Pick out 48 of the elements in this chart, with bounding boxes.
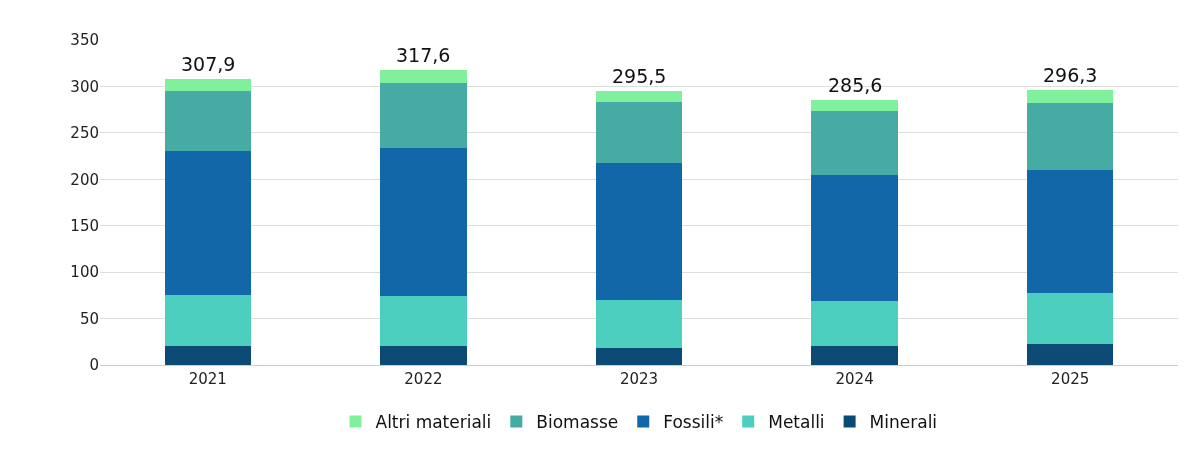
total-label: 296,3 <box>1043 64 1098 86</box>
bar <box>164 294 251 347</box>
bar <box>1027 89 1114 104</box>
bar <box>164 346 251 365</box>
total-label: 317,6 <box>396 44 451 66</box>
bar <box>164 91 251 152</box>
bar <box>811 99 898 111</box>
y-tick-label: 0 <box>89 356 99 375</box>
x-tick-label: 2023 <box>619 370 659 388</box>
bar <box>1027 292 1114 344</box>
bar <box>380 70 467 83</box>
bar <box>811 110 898 175</box>
legend-label: Metalli <box>768 412 825 433</box>
y-tick-label: 150 <box>70 216 99 235</box>
total-label: 285,6 <box>828 74 883 96</box>
bar <box>595 102 683 164</box>
bar <box>595 90 683 103</box>
y-tick-label: 300 <box>70 77 99 96</box>
bar <box>1027 103 1114 171</box>
bar <box>380 346 467 365</box>
bar <box>595 300 683 348</box>
bar <box>811 174 898 302</box>
bar <box>811 301 898 347</box>
total-label: 307,9 <box>181 53 236 75</box>
y-tick-label: 100 <box>70 263 99 282</box>
y-tick-label: 50 <box>79 309 99 328</box>
bar <box>1027 170 1114 293</box>
bar <box>595 347 683 365</box>
legend-label: Minerali <box>869 412 938 433</box>
total-label: 295,5 <box>612 65 667 87</box>
bar <box>380 147 467 297</box>
legend-label: Fossili* <box>663 412 724 433</box>
bar <box>595 163 683 301</box>
legend-label: Biomasse <box>536 412 619 433</box>
x-tick-label: 2021 <box>188 370 227 388</box>
bar <box>164 79 251 92</box>
bar <box>380 82 467 148</box>
y-tick-label: 350 <box>70 31 99 50</box>
bar <box>1027 343 1114 365</box>
y-tick-label: 200 <box>70 170 99 189</box>
x-tick-label: 2024 <box>835 370 874 388</box>
bar <box>380 296 467 347</box>
legend-label: Altri materiali <box>375 412 492 433</box>
x-tick-label: 2022 <box>404 370 443 388</box>
bar <box>811 346 898 365</box>
y-tick-label: 250 <box>70 124 99 143</box>
x-tick-label: 2025 <box>1051 370 1090 388</box>
bar <box>164 151 251 295</box>
